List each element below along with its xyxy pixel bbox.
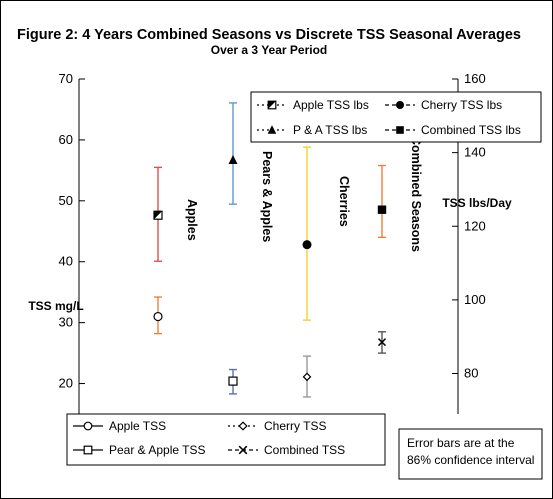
legend-label: P & A TSS lbs [293,123,367,137]
left-tick-label: 70 [59,71,73,86]
left-axis-ticks: 20 30 40 50 60 70 [59,71,85,391]
vertical-label: Apples [185,199,199,241]
series-p-a-tss-lbs [228,102,238,205]
data-marks [153,102,387,398]
legend-item: P & A TSS lbs [257,123,367,137]
marker-open-circle [153,311,163,322]
legend-label: Combined TSS lbs [421,123,521,137]
marker-x [238,445,248,455]
legend-item: Combined TSS lbs [385,123,521,137]
marker-open-diamond [302,372,312,382]
marker-x [377,338,387,347]
chart-subtitle: Over a 3 Year Period [211,43,328,57]
legend-item: Apple TSS [73,419,166,433]
marker-open-diamond [238,421,248,431]
marker-circle [396,101,404,109]
left-tick-label: 20 [59,376,73,391]
note-box-frame [398,428,543,480]
right-tick-label: 80 [464,366,478,381]
marker-open-square [228,376,238,386]
marker-half-square-fill [268,101,276,109]
series-combined-tss [377,331,387,354]
marker-triangle [228,154,238,164]
chart-title: Figure 2: 4 Years Combined Seasons vs Di… [17,27,521,43]
vertical-labels: Apples Pears & Apples Cherries Combined Sea… [185,136,423,252]
legend-item: Cherry TSS [228,419,326,433]
legend-item: Combined TSS [228,443,345,457]
series-apple-tss-lbs [153,166,163,262]
left-tick-label: 50 [59,193,73,208]
legend-item: Pear & Apple TSS [73,443,206,457]
note-box: Error bars are at the 86% confidence int… [398,428,543,480]
legend-label: Pear & Apple TSS [109,443,206,457]
note-line-2: 86% confidence interval [407,453,534,467]
series-cherry-tss [302,355,312,398]
marker-half-square-fill [154,211,162,220]
legend-label: Combined TSS [264,443,345,457]
vertical-label: Cherries [337,176,351,227]
right-tick-label: 120 [464,218,486,233]
vertical-label: Pears & Apples [260,151,274,242]
legend-item: Cherry TSS lbs [385,98,502,112]
legend-bottom: Apple TSS Cherry TSS Pear & Apple TSS Combi… [66,413,386,466]
left-tick-label: 40 [59,254,73,269]
right-axis-title: TSS lbs/Day [442,196,512,210]
marker-circle [302,240,312,250]
vertical-label: Combined Seasons [409,136,423,252]
left-tick-label: 30 [59,315,73,330]
marker-open-square [83,445,93,455]
legend-label: Apple TSS lbs [293,98,369,112]
right-axis-ticks: 80 100 120 140 160 [452,71,486,381]
marker-triangle [267,125,277,134]
right-tick-label: 160 [464,71,486,86]
marker-open-circle [83,421,93,431]
legend-top-box [250,91,542,143]
legend-item: Apple TSS lbs [257,98,369,112]
left-tick-label: 60 [59,132,73,147]
legend-label: Cherry TSS lbs [421,98,502,112]
series-combined-tss-lbs [377,164,387,238]
right-tick-label: 100 [464,292,486,307]
marker-square [377,205,387,214]
legend-label: Apple TSS [109,419,166,433]
marker-square [396,126,404,134]
legend-label: Cherry TSS [264,419,326,433]
series-cherry-tss-lbs [302,146,312,321]
series-pear-apple-tss [228,368,238,395]
right-tick-label: 140 [464,145,486,160]
legend-top: Apple TSS lbs Cherry TSS lbs P & A TSS lbs… [250,91,542,143]
legend-bottom-box [66,413,386,466]
series-apple-tss [153,296,163,335]
left-axis-title: TSS mg/L [28,299,83,313]
note-line-1: Error bars are at the [407,436,515,450]
